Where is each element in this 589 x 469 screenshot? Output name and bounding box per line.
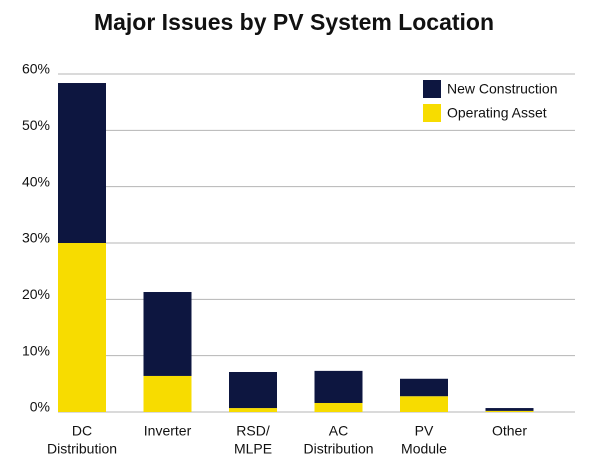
- x-tick-label: RSD/: [236, 423, 270, 439]
- legend-label: Operating Asset: [447, 105, 547, 121]
- bar-segment: [58, 83, 106, 243]
- bar-segment: [400, 378, 448, 397]
- bar-segment: [314, 370, 363, 403]
- x-tick-label: Module: [401, 441, 447, 457]
- bar-segment: [400, 396, 448, 412]
- bar-segment: [143, 375, 192, 412]
- y-tick-label: 30%: [22, 230, 50, 246]
- x-tick-label: AC: [329, 423, 348, 439]
- legend-swatch: [423, 104, 441, 122]
- y-tick-label: 50%: [22, 117, 50, 133]
- bar-segment: [485, 410, 534, 412]
- legend-label: New Construction: [447, 81, 558, 97]
- y-tick-label: 20%: [22, 286, 50, 302]
- bar-segment: [58, 243, 106, 412]
- x-tick-label: Other: [492, 423, 527, 439]
- y-tick-label: 40%: [22, 173, 50, 189]
- x-tick-label: Distribution: [303, 441, 373, 457]
- y-tick-label: 60%: [22, 61, 50, 77]
- x-tick-label: Inverter: [144, 423, 192, 439]
- x-tick-label: Distribution: [47, 441, 117, 457]
- bar-segment: [485, 408, 534, 411]
- chart-title: Major Issues by PV System Location: [94, 9, 494, 35]
- y-tick-label: 10%: [22, 342, 50, 358]
- legend-swatch: [423, 80, 441, 98]
- bar-segment: [314, 402, 363, 412]
- bar-segment: [143, 292, 192, 376]
- y-tick-label: 0%: [30, 399, 50, 415]
- bar-segment: [229, 372, 277, 409]
- bar-segment: [229, 408, 277, 412]
- x-tick-label: PV: [415, 423, 434, 439]
- x-tick-label: DC: [72, 423, 92, 439]
- x-tick-label: MLPE: [234, 441, 272, 457]
